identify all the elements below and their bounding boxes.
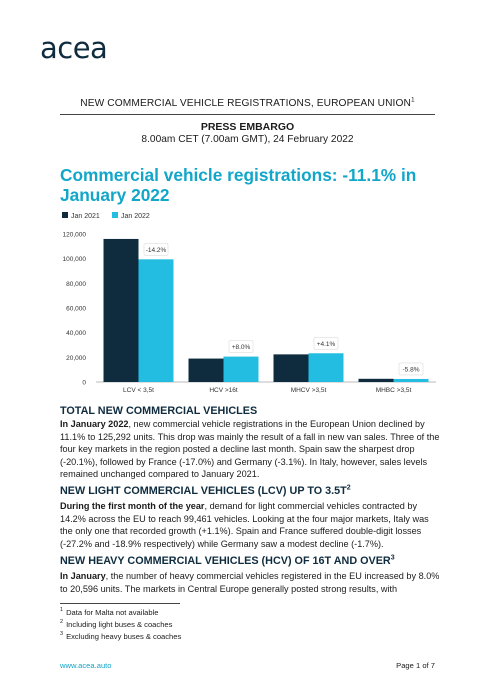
total-heading: TOTAL NEW COMMERCIAL VEHICLES (60, 405, 258, 417)
total-body: , new commercial vehicle registrations i… (60, 419, 440, 480)
x-category-label-4: MHBC >3,5t (376, 387, 412, 394)
bar-jan-2022-4 (393, 378, 429, 382)
page-number: Page 1 of 7 (396, 661, 435, 670)
embargo-time: 8.00am CET (7.00am GMT), 24 February 202… (141, 134, 354, 145)
lcv-paragraph: During the first month of the year, dema… (60, 500, 440, 550)
change-label-box-3 (313, 336, 339, 350)
bar-jan-2021-4 (358, 378, 394, 382)
total-lead: In January 2022 (60, 419, 129, 429)
y-tick-label: 80,000 (66, 281, 86, 288)
footnote-3-text: Excluding heavy buses & coaches (66, 632, 182, 641)
legend-label-2: Jan 2022 (121, 213, 150, 220)
bar-jan-2022-1 (138, 259, 174, 382)
hcv-lead: In January (60, 571, 106, 581)
change-label-3: +4.1% (317, 341, 336, 348)
header-divider (60, 114, 435, 115)
footer-website-link[interactable]: www.acea.auto (60, 661, 112, 670)
change-label-box-4 (398, 362, 424, 376)
registrations-chart: Jan 2021 Jan 2022 0 20,000 40,000 60,000 80,00… (58, 208, 438, 398)
embargo-label: PRESS EMBARGO (200, 121, 295, 133)
change-label-box-1 (143, 243, 169, 256)
total-paragraph: In January 2022, new commercial vehicle … (60, 418, 440, 481)
y-tick-label: 100,000 (63, 256, 87, 263)
registrations-chart-svg: Jan 2021 Jan 2022 0 20,000 40,000 60,000 80,00… (62, 212, 436, 394)
release-title: NEW COMMERCIAL VEHICLE REGISTRATIONS, EU… (0, 96, 495, 109)
footnote-2: 2 Including light buses & coaches (60, 620, 172, 629)
lcv-heading: NEW LIGHT COMMERCIAL VEHICLES (LCV) UP T… (60, 484, 445, 497)
footnote-divider (60, 603, 180, 604)
legend-swatch-2 (112, 212, 118, 218)
change-label-2: +8.0% (232, 344, 251, 351)
y-tick-label: 120,000 (63, 232, 87, 239)
hcv-heading-footnote: 3 (390, 554, 395, 562)
footnote-1-text: Data for Malta not available (66, 608, 159, 617)
bar-jan-2021-1 (103, 238, 139, 382)
acea-logo-text: acea (40, 34, 107, 62)
lcv-body: , demand for light commercial vehicles c… (60, 501, 429, 549)
hcv-heading-text: NEW HEAVY COMMERCIAL VEHICLES (HCV) OF 1… (60, 555, 391, 567)
lcv-heading-text: NEW LIGHT COMMERCIAL VEHICLES (LCV) UP T… (60, 485, 347, 497)
y-tick-label: 0 (82, 380, 86, 387)
hcv-paragraph: In January, the number of heavy commerci… (60, 570, 440, 595)
release-title-footnote: 1 (410, 96, 415, 104)
y-tick-label: 40,000 (66, 330, 86, 337)
y-tick-label: 20,000 (66, 355, 86, 362)
bar-jan-2022-2 (223, 356, 259, 382)
x-category-label-3: MHCV >3,5t (291, 387, 327, 394)
release-title-text: NEW COMMERCIAL VEHICLE REGISTRATIONS, EU… (80, 98, 411, 109)
lcv-heading-footnote: 2 (346, 484, 351, 492)
change-label-4: -5.8% (403, 366, 420, 373)
acea-logo: acea (40, 34, 108, 62)
change-label-1: -14.2% (146, 247, 167, 254)
legend-swatch-1 (62, 212, 68, 218)
legend-label-1: Jan 2021 (71, 213, 100, 220)
footnote-2-text: Including light buses & coaches (66, 620, 173, 629)
x-category-label-2: HCV >16t (209, 387, 238, 394)
footnote-2-num: 2 (60, 619, 64, 626)
change-label-box-2 (228, 340, 254, 353)
y-tick-label: 60,000 (66, 306, 86, 313)
x-category-label-1: LCV < 3,5t (123, 387, 154, 394)
headline: Commercial vehicle registrations: -11.1%… (60, 165, 417, 205)
footnote-3-num: 3 (60, 631, 64, 638)
bar-jan-2021-3 (273, 354, 309, 382)
bar-jan-2021-2 (188, 358, 224, 382)
footnote-1-num: 1 (60, 607, 64, 614)
footnote-1: 1 Data for Malta not available (60, 608, 159, 617)
hcv-body: , the number of heavy commercial vehicle… (60, 571, 440, 594)
bar-jan-2022-3 (308, 353, 344, 382)
footnote-3: 3 Excluding heavy buses & coaches (60, 632, 181, 641)
lcv-lead: During the first month of the year (60, 501, 205, 511)
hcv-heading: NEW HEAVY COMMERCIAL VEHICLES (HCV) OF 1… (60, 554, 445, 567)
